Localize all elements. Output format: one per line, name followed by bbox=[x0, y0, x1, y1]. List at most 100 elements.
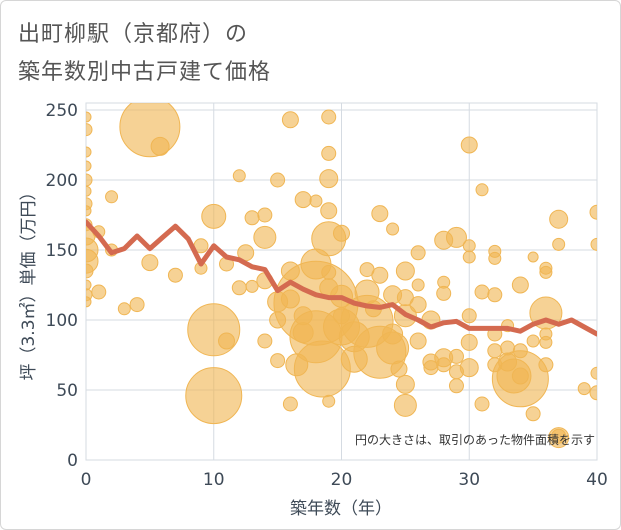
bubble-point bbox=[539, 335, 553, 349]
bubble-point bbox=[445, 226, 467, 248]
trend-layer bbox=[86, 219, 597, 337]
bubble-point bbox=[293, 340, 351, 398]
bubble-point bbox=[461, 308, 477, 324]
x-tick-label: 20 bbox=[331, 470, 353, 490]
bubble-point bbox=[511, 276, 529, 294]
bubble-point bbox=[409, 296, 427, 314]
bubble-point bbox=[319, 169, 339, 189]
bubble-point bbox=[376, 331, 410, 365]
bubble-point bbox=[589, 204, 597, 220]
bubble-point bbox=[244, 210, 260, 226]
bubble-point bbox=[270, 353, 286, 369]
bubble-point bbox=[321, 109, 337, 125]
bubble-point bbox=[86, 111, 92, 123]
y-tick-label: 0 bbox=[67, 451, 78, 471]
bubble-point bbox=[201, 203, 227, 229]
bubble-point bbox=[527, 251, 539, 263]
bubble-point bbox=[187, 303, 241, 357]
bubble-size-note: 円の大きさは、取引のあった物件面積を示す bbox=[355, 432, 595, 447]
y-tick-label: 150 bbox=[46, 241, 78, 261]
bubble-point bbox=[86, 296, 92, 308]
bubble-point bbox=[86, 146, 92, 158]
bubble-point bbox=[86, 263, 94, 279]
bubble-point bbox=[448, 378, 464, 394]
chart-title-line-2: 築年数別中古戸建て価格 bbox=[18, 60, 272, 85]
bubble-point bbox=[231, 280, 247, 296]
bubble-point bbox=[487, 287, 503, 303]
bubble-point bbox=[386, 222, 400, 236]
bubble-point bbox=[539, 265, 553, 279]
bubble-point bbox=[86, 279, 92, 291]
y-tick-label: 100 bbox=[46, 311, 78, 331]
bubble-point bbox=[119, 103, 181, 158]
bubble-point bbox=[371, 205, 389, 223]
bubble-point bbox=[474, 284, 490, 300]
bubble-point bbox=[150, 136, 170, 156]
bubble-point bbox=[411, 278, 425, 292]
chart-title-line-1: 出町柳駅（京都府）の bbox=[18, 22, 249, 47]
bubble-point bbox=[86, 173, 93, 187]
bubble-point bbox=[436, 285, 452, 301]
bubble-point bbox=[371, 266, 389, 284]
bubble-point bbox=[409, 332, 427, 350]
bubble-point bbox=[538, 357, 554, 373]
bubble-point bbox=[395, 261, 415, 281]
bubble-point bbox=[91, 284, 107, 300]
bubble-layer bbox=[86, 103, 597, 449]
bubble-point bbox=[117, 302, 131, 316]
bubble-point bbox=[257, 207, 273, 223]
bubble-point bbox=[487, 343, 503, 359]
bubble-point bbox=[577, 382, 591, 396]
bubble-point bbox=[393, 393, 417, 417]
x-tick-label: 40 bbox=[586, 470, 608, 490]
bubble-point bbox=[551, 428, 567, 444]
bubble-point bbox=[475, 183, 489, 197]
bubble-point bbox=[448, 348, 464, 364]
bubble-point bbox=[460, 136, 478, 154]
x-tick-label: 0 bbox=[81, 470, 92, 490]
bubble-point bbox=[333, 224, 350, 242]
y-axis-label: 坪（3.3㎡）単価（万円） bbox=[19, 183, 39, 380]
bubble-point bbox=[86, 205, 92, 217]
bubble-point bbox=[86, 185, 92, 197]
x-tick-label: 10 bbox=[203, 470, 225, 490]
bubble-point bbox=[253, 225, 277, 249]
bubble-point bbox=[270, 172, 286, 188]
bubble-point bbox=[309, 194, 323, 208]
bubble-point bbox=[321, 145, 337, 161]
bubble-point bbox=[322, 394, 336, 408]
bubble-point bbox=[320, 202, 338, 220]
bubble-point bbox=[462, 250, 476, 264]
bubble-point bbox=[129, 297, 145, 313]
bubble-point bbox=[390, 360, 408, 378]
bubble-point bbox=[294, 191, 312, 209]
bubble-point bbox=[525, 406, 541, 422]
bubble-point bbox=[589, 385, 597, 401]
bubble-point bbox=[526, 334, 540, 348]
bubble-point bbox=[105, 190, 119, 204]
bubble-point bbox=[86, 160, 92, 172]
bubble-point bbox=[86, 123, 93, 137]
bubble-point bbox=[281, 111, 299, 129]
bubble-point bbox=[488, 251, 502, 265]
bubble-point bbox=[459, 358, 479, 378]
bubble-point bbox=[590, 237, 597, 251]
bubble-point bbox=[462, 239, 476, 253]
bubble-point bbox=[232, 169, 246, 183]
bubble-point bbox=[218, 332, 236, 350]
bubble-point bbox=[511, 367, 529, 385]
tick-labels: 0 50 100 150 200 250 0 10 20 30 40 bbox=[46, 101, 608, 490]
bubble-point bbox=[167, 267, 183, 283]
bubble-point bbox=[257, 333, 273, 349]
bubble-point bbox=[282, 396, 298, 412]
bubble-point bbox=[460, 333, 478, 351]
bubble-point bbox=[321, 264, 337, 280]
bubble-point bbox=[410, 245, 426, 261]
bubble-point bbox=[185, 367, 243, 425]
bubble-point bbox=[552, 237, 566, 251]
y-tick-label: 50 bbox=[56, 381, 78, 401]
y-tick-label: 200 bbox=[46, 171, 78, 191]
trend-line bbox=[86, 219, 597, 337]
y-tick-label: 250 bbox=[46, 101, 78, 121]
bubble-point bbox=[245, 279, 259, 293]
